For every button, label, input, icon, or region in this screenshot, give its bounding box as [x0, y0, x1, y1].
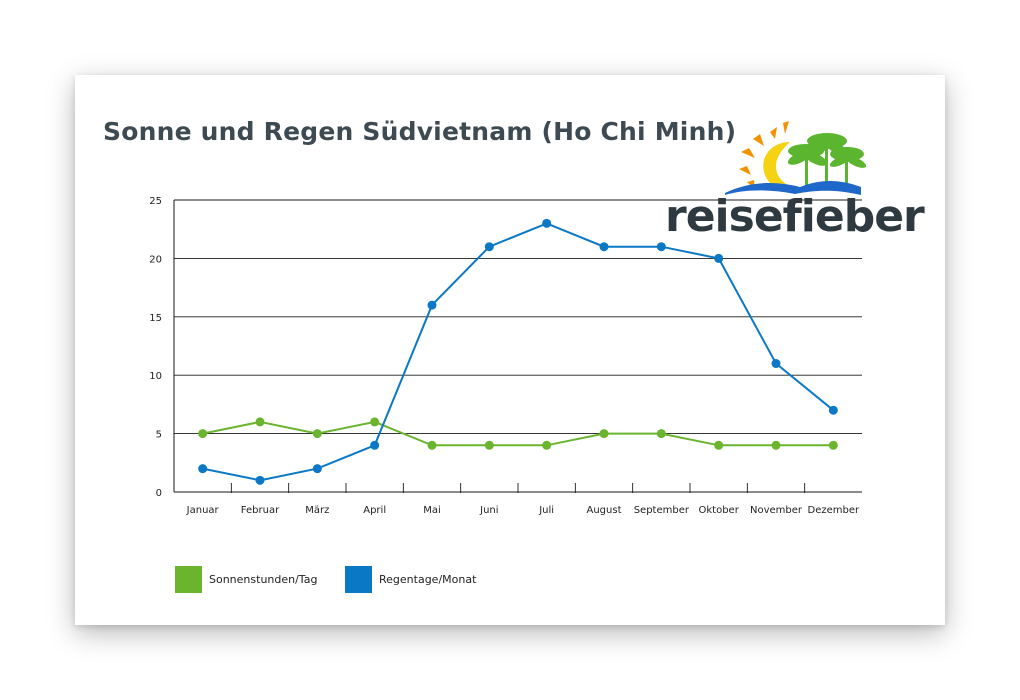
series-line-1: [202, 222, 834, 482]
data-point: [255, 417, 265, 427]
data-point: [370, 440, 380, 450]
data-point: [484, 440, 494, 450]
data-point: [198, 429, 208, 439]
y-tick-label: 15: [149, 313, 162, 324]
legend-label-rain: Regentage/Monat: [379, 572, 477, 586]
x-tick-label: Dezember: [808, 505, 860, 516]
legend-swatch-sun: [175, 565, 202, 593]
wave-icon: [725, 181, 861, 195]
data-point: [828, 405, 838, 415]
logo-graphic: [725, 121, 867, 195]
chart-card: Sonne und Regen Südvietnam (Ho Chi Minh)…: [75, 75, 945, 625]
legend-item-rain: Regentage/Monat: [345, 565, 476, 593]
data-point: [255, 475, 265, 485]
legend-swatch-rain: [345, 565, 372, 593]
x-tick-label: Oktober: [699, 505, 740, 516]
x-tick-label: September: [634, 505, 690, 516]
data-point: [714, 440, 724, 450]
data-point: [312, 464, 322, 474]
data-point: [484, 242, 494, 252]
y-tick-label: 20: [149, 254, 162, 265]
x-tick-label: März: [305, 505, 329, 516]
y-tick-label: 10: [149, 371, 162, 382]
logo-wordmark: reisefieber: [665, 191, 925, 242]
x-tick-label: April: [363, 505, 386, 516]
x-tick-label: Juli: [538, 505, 554, 516]
data-point: [771, 440, 781, 450]
data-point: [427, 300, 437, 310]
x-tick-label: Februar: [241, 505, 280, 516]
x-tick-label: August: [587, 505, 622, 516]
y-tick-label: 0: [156, 488, 162, 499]
chart-title: Sonne und Regen Südvietnam (Ho Chi Minh): [103, 117, 737, 146]
sun-rays-icon: [739, 121, 789, 189]
legend-label-sun: Sonnenstunden/Tag: [209, 572, 318, 586]
data-point: [771, 359, 781, 369]
series-line-0: [202, 420, 834, 447]
legend-item-sun: Sonnenstunden/Tag: [175, 565, 317, 593]
x-tick-label: Juni: [479, 505, 498, 516]
x-tick-label: November: [750, 505, 803, 516]
data-point: [427, 440, 437, 450]
data-point: [312, 429, 322, 439]
palm-tree-icon: [787, 133, 867, 190]
data-point: [599, 429, 609, 439]
sun-icon: [763, 142, 795, 189]
y-tick-label: 25: [149, 196, 162, 207]
data-point: [542, 218, 552, 228]
data-point: [656, 242, 666, 252]
x-tick-label: Januar: [186, 505, 220, 516]
y-tick-label: 5: [156, 430, 162, 441]
data-point: [828, 440, 838, 450]
data-point: [599, 242, 609, 252]
data-point: [198, 464, 208, 474]
data-point: [370, 417, 380, 427]
x-tick-label: Mai: [423, 505, 441, 516]
data-point: [714, 253, 724, 263]
data-point: [542, 440, 552, 450]
line-chart: 0 5 10 15 20 25 Januar Februar März April Mai Juni J…: [149, 196, 862, 516]
reisefieber-logo: reisefieber: [665, 117, 925, 247]
data-point: [656, 429, 666, 439]
